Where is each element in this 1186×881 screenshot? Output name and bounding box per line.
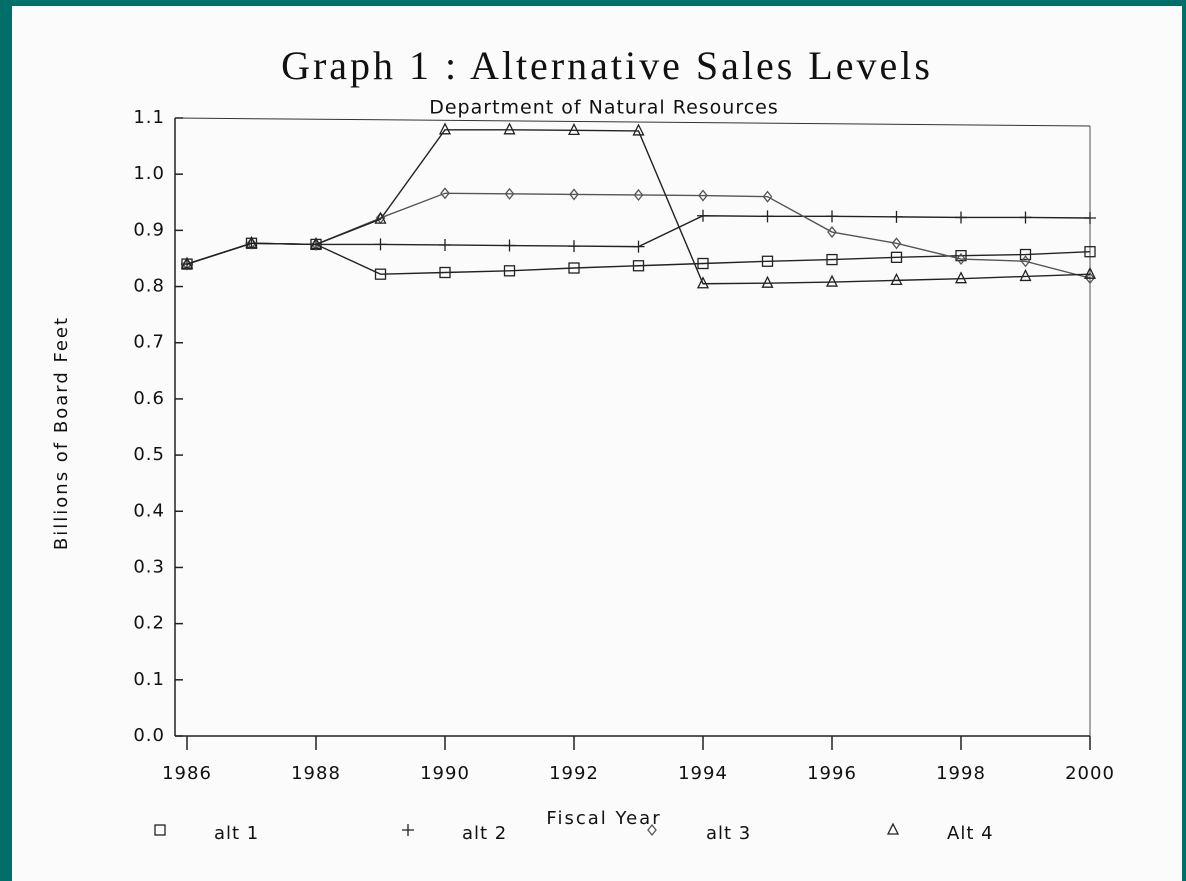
legend-label: Alt 4: [947, 823, 994, 844]
y-tick-label: 0.5: [133, 444, 165, 465]
data-point: [762, 190, 773, 203]
data-point: [761, 255, 774, 267]
x-tick-label: 1986: [162, 763, 212, 784]
legend-label: alt 3: [706, 823, 751, 844]
data-point: [891, 237, 902, 250]
y-tick-label: 0.9: [133, 219, 165, 240]
x-tick-label: 1990: [420, 763, 470, 784]
data-point: [697, 209, 709, 222]
legend-label: alt 1: [214, 823, 259, 844]
data-point: [890, 251, 903, 263]
y-tick-label: 0.7: [133, 332, 165, 353]
data-point: [504, 187, 515, 200]
x-tick-label: 1988: [291, 763, 341, 784]
data-point: [1084, 246, 1096, 258]
data-point: [697, 257, 709, 270]
data-point: [761, 275, 774, 288]
data-point: [374, 268, 387, 280]
data-point: [632, 240, 645, 253]
data-point: [955, 211, 967, 224]
data-point: [568, 240, 580, 253]
data-point: [826, 253, 838, 266]
data-point: [503, 122, 516, 135]
data-point: [1019, 211, 1032, 224]
data-point: [568, 262, 580, 274]
data-point: [309, 236, 323, 250]
data-point: [567, 122, 581, 136]
y-tick-label: 0.0: [133, 725, 165, 746]
data-point: [633, 188, 644, 202]
data-point: [374, 238, 387, 251]
chart: Graph 1 : Alternative Sales Levels Depar…: [51, 43, 1115, 844]
y-tick-label: 0.6: [133, 388, 165, 409]
data-point: [439, 266, 451, 279]
x-tick-label: 1992: [549, 763, 599, 784]
plot-border: [174, 117, 1091, 127]
y-tick-label: 0.1: [133, 669, 165, 690]
x-tick-label: 1996: [807, 763, 857, 784]
chart-title: Graph 1 : Alternative Sales Levels: [281, 43, 933, 88]
data-point: [827, 226, 837, 239]
data-point: [955, 249, 967, 262]
data-point: [503, 239, 516, 252]
data-point: [1085, 272, 1095, 285]
data-point: [826, 210, 838, 223]
y-tick-label: 0.4: [133, 500, 165, 521]
y-tick-label: 0.2: [133, 613, 165, 634]
data-point: [1019, 248, 1032, 261]
y-axis-label: Billions of Board Feet: [51, 316, 72, 550]
data-point: [1020, 255, 1031, 268]
x-tick-label: 1994: [678, 763, 728, 784]
legend-marker: [647, 823, 657, 837]
series-line: [186, 242, 1091, 275]
screen: Graph 1 : Alternative Sales Levels Depar…: [12, 6, 1182, 881]
x-tick-label: 1998: [936, 763, 986, 784]
chart-subtitle: Department of Natural Resources: [429, 97, 779, 119]
data-point: [761, 210, 774, 223]
y-tick-label: 0.3: [133, 556, 165, 577]
data-point: [180, 256, 194, 269]
data-point: [632, 260, 645, 272]
series-line: [186, 129, 1091, 285]
y-tick-label: 1.0: [133, 163, 165, 184]
data-point: [696, 276, 710, 289]
legend-marker: [402, 824, 414, 836]
data-point: [1084, 212, 1096, 225]
y-tick-label: 1.1: [133, 107, 165, 128]
data-point: [245, 235, 258, 248]
data-point: [825, 274, 839, 287]
data-point: [1019, 268, 1032, 282]
legend-marker: [886, 822, 900, 835]
data-point: [1083, 266, 1097, 279]
legend-label: alt 2: [462, 823, 507, 844]
data-point: [954, 271, 968, 284]
legend-marker: [154, 824, 166, 836]
data-point: [956, 252, 966, 266]
data-point: [890, 210, 903, 223]
data-point: [569, 188, 579, 201]
x-tick-label: 2000: [1065, 763, 1115, 784]
y-tick-label: 0.8: [133, 276, 165, 297]
data-point: [698, 189, 708, 202]
data-point: [890, 272, 903, 286]
data-point: [503, 265, 516, 277]
data-point: [438, 122, 452, 135]
data-point: [374, 211, 387, 224]
data-point: [632, 123, 645, 136]
data-point: [440, 187, 450, 200]
data-point: [439, 238, 451, 251]
x-axis-label: Fiscal Year: [546, 808, 661, 829]
